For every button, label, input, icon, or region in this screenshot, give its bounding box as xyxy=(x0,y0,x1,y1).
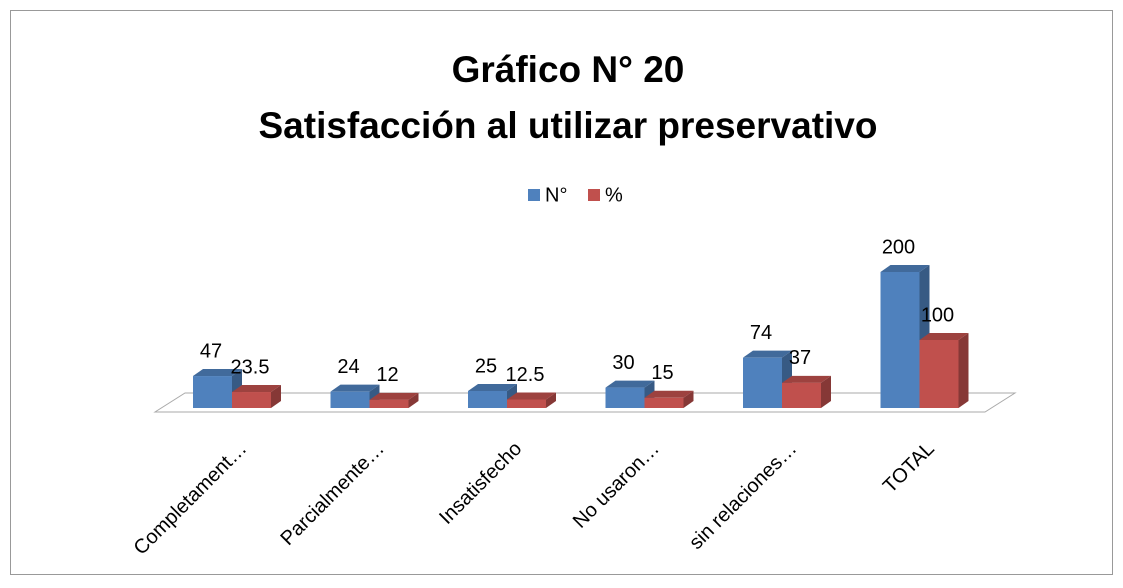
bar-front xyxy=(468,391,507,408)
bar-side xyxy=(408,392,419,408)
bar-side xyxy=(546,392,556,408)
chart-title: Gráfico N° 20 xyxy=(452,49,685,90)
value-label: 12.5 xyxy=(506,364,545,386)
bar-side xyxy=(683,390,694,408)
bar xyxy=(232,385,281,408)
bar-top xyxy=(919,333,969,340)
value-label: 12 xyxy=(376,364,398,386)
bar-front xyxy=(193,376,232,408)
value-label: 47 xyxy=(200,340,222,362)
bar xyxy=(919,333,969,408)
bar-side xyxy=(271,385,281,408)
value-label: 37 xyxy=(789,347,811,369)
bar-top xyxy=(232,385,281,393)
legend-label: N° xyxy=(545,184,567,206)
bar-side xyxy=(958,333,969,408)
value-label: 24 xyxy=(337,356,359,378)
legend-label: % xyxy=(605,184,623,206)
bar-front xyxy=(782,382,821,408)
bar-front xyxy=(232,392,271,408)
bar-top xyxy=(468,384,517,391)
bar-top xyxy=(743,350,792,358)
bar-top xyxy=(782,375,831,383)
chart-title: Satisfacción al utilizar preservativo xyxy=(259,105,878,146)
chart-border xyxy=(10,10,1113,575)
bar-front xyxy=(743,357,782,408)
bar-front xyxy=(644,397,684,408)
bar-front xyxy=(369,399,409,408)
bar-top xyxy=(507,392,556,400)
bar-top xyxy=(605,380,655,388)
value-label: 74 xyxy=(750,322,772,344)
value-label: 100 xyxy=(921,304,954,326)
bar-front xyxy=(880,272,920,408)
bar-top xyxy=(880,265,930,272)
legend-swatch xyxy=(528,189,540,201)
bar xyxy=(782,375,831,408)
bar-top xyxy=(644,390,694,398)
value-label: 25 xyxy=(475,355,497,377)
bar-side xyxy=(821,375,831,408)
bar-top xyxy=(330,384,380,392)
bar-front xyxy=(605,387,645,408)
bar xyxy=(644,390,694,408)
value-label: 23.5 xyxy=(231,356,270,378)
value-label: 15 xyxy=(651,362,673,384)
bar-top xyxy=(193,369,242,377)
legend-swatch xyxy=(588,189,600,201)
bar-front xyxy=(507,399,546,408)
bar-top xyxy=(369,392,419,400)
bar-front xyxy=(919,340,959,408)
bar xyxy=(369,392,419,408)
value-label: 30 xyxy=(612,352,634,374)
bar xyxy=(507,392,556,408)
value-label: 200 xyxy=(882,236,915,258)
bar-front xyxy=(330,391,370,408)
